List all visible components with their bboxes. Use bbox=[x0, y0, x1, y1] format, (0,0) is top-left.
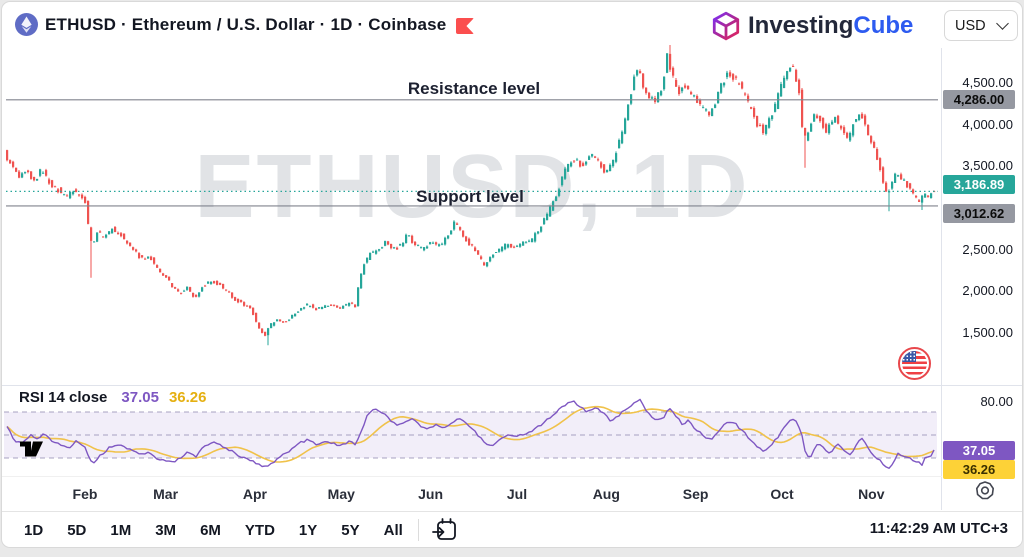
rsi-badge-36.26: 36.26 bbox=[943, 460, 1015, 479]
month-label-jun: Jun bbox=[418, 486, 444, 502]
support-level-label: Support level bbox=[416, 187, 524, 206]
rsi-label: RSI 14 close bbox=[19, 389, 108, 406]
us-flag-stripes bbox=[902, 351, 927, 376]
price-chart-plot[interactable] bbox=[2, 2, 942, 510]
range-button-3m[interactable]: 3M bbox=[155, 521, 177, 539]
range-toolbar: 1D 5D 1M 3M 6M YTD 1Y 5Y All bbox=[2, 511, 1022, 547]
rsi-ma-value: 36.26 bbox=[168, 389, 207, 406]
currency-selected-value: USD bbox=[955, 17, 986, 34]
month-label-sep: Sep bbox=[682, 486, 709, 502]
range-button-6m[interactable]: 6M bbox=[200, 521, 221, 539]
chevron-down-icon bbox=[996, 17, 1009, 30]
range-button-1m[interactable]: 1M bbox=[110, 521, 132, 539]
header-bar: ETHUSD · Ethereum / U.S. Dollar · 1D · C… bbox=[2, 2, 1022, 48]
rsi-line bbox=[6, 398, 935, 469]
time-axis[interactable]: Feb Mar Apr May Jun Jul Aug Sep Oct Nov bbox=[2, 476, 942, 511]
rsi-ma-line bbox=[6, 405, 935, 463]
us-flag-icon bbox=[898, 347, 931, 380]
clock-display: 11:42:29 AM UTC+3 bbox=[869, 520, 1008, 537]
candles-group bbox=[6, 45, 936, 346]
price-tick: 4,000.00 bbox=[962, 117, 1013, 132]
pane-separator bbox=[2, 385, 1022, 386]
range-buttons: 1D 5D 1M 3M 6M YTD 1Y 5Y All bbox=[2, 520, 408, 541]
brand-text-cube: Cube bbox=[853, 12, 914, 39]
gear-icon[interactable] bbox=[973, 479, 997, 503]
price-tick: 2,500.00 bbox=[962, 242, 1013, 257]
toolbar-divider bbox=[417, 519, 419, 541]
month-label-may: May bbox=[327, 486, 355, 502]
price-scale[interactable]: 4,500.00 4,286.00 4,000.00 3,500.00 3,186.89… bbox=[942, 48, 1022, 510]
level-lines-group bbox=[6, 99, 938, 207]
price-tick: 3,500.00 bbox=[962, 158, 1013, 173]
range-button-ytd[interactable]: YTD bbox=[244, 521, 275, 539]
range-button-1d[interactable]: 1D bbox=[24, 521, 44, 539]
tradingview-logo[interactable] bbox=[19, 438, 55, 460]
rsi-badge-37.05: 37.05 bbox=[943, 441, 1015, 460]
currency-selector[interactable]: USD bbox=[944, 10, 1018, 41]
brand-text-investing: Investing bbox=[748, 12, 854, 39]
range-button-5y[interactable]: 5Y bbox=[341, 521, 360, 539]
symbol-title: ETHUSD · Ethereum / U.S. Dollar · 1D · C… bbox=[45, 15, 447, 34]
investingcube-logo: Investing Cube bbox=[710, 10, 913, 42]
cube-icon bbox=[712, 11, 740, 41]
price-badge-3,186.89: 3,186.89 bbox=[943, 175, 1015, 194]
price-scale-separator bbox=[941, 48, 942, 510]
month-label-apr: Apr bbox=[242, 486, 267, 502]
rsi-tick: 80.00 bbox=[980, 394, 1013, 409]
go-to-date-button[interactable] bbox=[431, 517, 459, 543]
price-badge-4,286.00: 4,286.00 bbox=[943, 90, 1015, 109]
us-flag-canton bbox=[902, 351, 916, 362]
red-flag-icon bbox=[456, 18, 474, 34]
range-button-1y[interactable]: 1Y bbox=[298, 521, 318, 539]
chart-watermark: ETHUSD, 1D bbox=[194, 137, 750, 237]
ethereum-icon bbox=[15, 13, 38, 36]
rsi-indicator-header: RSI 14 close 37.05 36.26 bbox=[19, 389, 206, 406]
month-label-feb: Feb bbox=[72, 486, 98, 502]
rsi-pane-group bbox=[4, 398, 937, 469]
range-button-all[interactable]: All bbox=[383, 521, 403, 539]
month-label-aug: Aug bbox=[592, 486, 620, 502]
resistance-level-label: Resistance level bbox=[407, 79, 541, 98]
price-tick: 2,000.00 bbox=[962, 283, 1013, 298]
month-label-nov: Nov bbox=[858, 486, 885, 502]
month-label-oct: Oct bbox=[770, 486, 794, 502]
price-tick: 1,500.00 bbox=[962, 325, 1013, 340]
month-label-jul: Jul bbox=[506, 486, 528, 502]
price-badge-3,012.62: 3,012.62 bbox=[943, 204, 1015, 223]
rsi-value: 37.05 bbox=[121, 389, 159, 406]
price-tick: 4,500.00 bbox=[962, 75, 1013, 90]
month-label-mar: Mar bbox=[153, 486, 179, 502]
range-button-5d[interactable]: 5D bbox=[67, 521, 87, 539]
